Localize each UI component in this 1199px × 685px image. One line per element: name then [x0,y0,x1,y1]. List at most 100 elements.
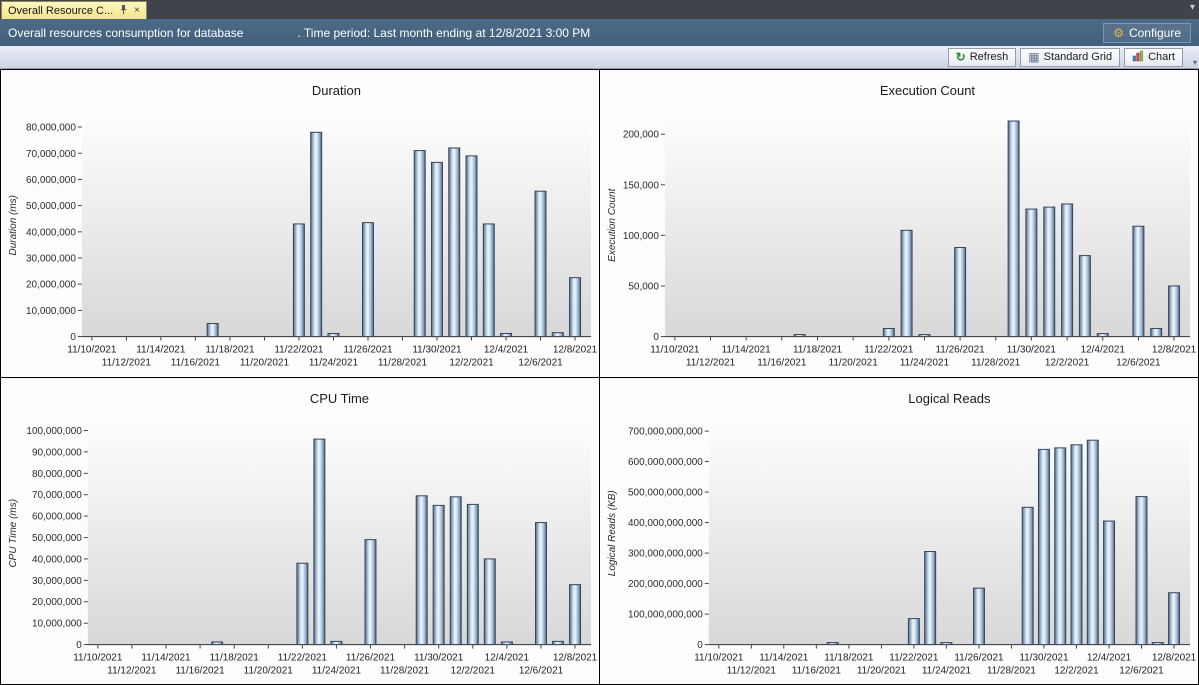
svg-text:100,000,000: 100,000,000 [26,426,82,437]
svg-text:50,000,000: 50,000,000 [26,201,76,212]
svg-text:Logical Reads (KB): Logical Reads (KB) [607,490,618,576]
svg-text:11/18/2021: 11/18/2021 [793,345,843,356]
svg-text:12/8/2021: 12/8/2021 [553,345,598,356]
svg-text:Execution Count: Execution Count [880,83,976,98]
svg-text:11/22/2021: 11/22/2021 [278,652,328,663]
svg-text:11/30/2021: 11/30/2021 [414,652,464,663]
svg-text:500,000,000,000: 500,000,000,000 [628,487,703,498]
svg-text:12/4/2021: 12/4/2021 [484,345,529,356]
svg-text:12/8/2021: 12/8/2021 [1152,345,1197,356]
svg-text:11/14/2021: 11/14/2021 [141,652,191,663]
duration-chart[interactable]: Duration Duration (ms) 0 10,000,000 20,000,0… [1,70,599,377]
svg-text:11/12/2021: 11/12/2021 [102,358,152,369]
svg-text:12/8/2021: 12/8/2021 [1152,652,1197,663]
svg-text:0: 0 [653,332,659,343]
svg-text:200,000: 200,000 [623,130,659,141]
svg-text:11/18/2021: 11/18/2021 [824,652,874,663]
refresh-icon: ↻ [955,50,966,64]
svg-text:12/6/2021: 12/6/2021 [518,358,563,369]
svg-text:11/28/2021: 11/28/2021 [380,665,430,676]
svg-text:CPU Time: CPU Time [310,390,369,405]
svg-text:11/20/2021: 11/20/2021 [829,358,879,369]
svg-text:11/26/2021: 11/26/2021 [936,345,986,356]
svg-text:70,000,000: 70,000,000 [32,490,82,501]
svg-text:11/20/2021: 11/20/2021 [857,665,907,676]
chart-panel-logical-reads: Logical Reads Logical Reads (KB) 0 100,000,… [600,377,1198,685]
svg-text:11/20/2021: 11/20/2021 [244,665,294,676]
svg-text:90,000,000: 90,000,000 [32,447,82,458]
svg-text:30,000,000: 30,000,000 [26,253,76,264]
charts-grid: Duration Duration (ms) 0 10,000,000 20,000,0… [0,69,1199,685]
svg-text:12/6/2021: 12/6/2021 [1119,665,1164,676]
svg-text:12/2/2021: 12/2/2021 [449,358,494,369]
close-icon[interactable]: × [134,4,140,16]
svg-text:12/8/2021: 12/8/2021 [553,652,598,663]
chart-panel-execution-count: Execution Count Execution Count 0 50,000 100… [600,70,1198,377]
svg-text:80,000,000: 80,000,000 [26,123,76,134]
svg-text:60,000,000: 60,000,000 [32,511,82,522]
chart-panel-cpu-time: CPU Time CPU Time (ms) 0 10,000,000 20,000,0… [1,377,599,685]
svg-text:11/14/2021: 11/14/2021 [722,345,772,356]
tab-title: Overall Resource C... [8,4,114,17]
svg-text:12/2/2021: 12/2/2021 [1045,358,1090,369]
svg-text:11/14/2021: 11/14/2021 [136,345,186,356]
tab-overall-resource-consumption[interactable]: Overall Resource C... × [1,1,147,19]
svg-text:11/24/2021: 11/24/2021 [309,358,359,369]
svg-text:12/2/2021: 12/2/2021 [1054,665,1099,676]
svg-text:11/12/2021: 11/12/2021 [107,665,157,676]
svg-text:11/16/2021: 11/16/2021 [175,665,225,676]
svg-text:0: 0 [697,640,703,651]
svg-text:11/14/2021: 11/14/2021 [759,652,809,663]
svg-text:600,000,000,000: 600,000,000,000 [628,457,703,468]
grid-icon: ▦ [1028,50,1040,64]
configure-gear-icon: ⚙ [1113,25,1124,40]
svg-text:12/4/2021: 12/4/2021 [1081,345,1126,356]
logical-reads-chart[interactable]: Logical Reads Logical Reads (KB) 0 100,000,… [600,377,1198,685]
pin-icon[interactable] [119,4,128,18]
svg-text:40,000,000: 40,000,000 [26,227,76,238]
svg-text:12/6/2021: 12/6/2021 [519,665,564,676]
svg-text:700,000,000,000: 700,000,000,000 [628,426,703,437]
svg-text:11/22/2021: 11/22/2021 [864,345,914,356]
svg-text:11/22/2021: 11/22/2021 [889,652,939,663]
svg-text:200,000,000,000: 200,000,000,000 [628,579,703,590]
svg-text:30,000,000: 30,000,000 [32,575,82,586]
execution-count-chart[interactable]: Execution Count Execution Count 0 50,000 100… [600,70,1198,377]
svg-text:100,000,000,000: 100,000,000,000 [628,609,703,620]
svg-text:11/30/2021: 11/30/2021 [1019,652,1069,663]
svg-text:80,000,000: 80,000,000 [32,468,82,479]
svg-text:11/18/2021: 11/18/2021 [210,652,260,663]
cpu-time-chart[interactable]: CPU Time CPU Time (ms) 0 10,000,000 20,000,0… [1,377,599,685]
toolbar: ↻ Refresh ▦ Standard Grid Chart ▾ [0,46,1199,69]
svg-text:11/10/2021: 11/10/2021 [73,652,123,663]
svg-text:50,000,000: 50,000,000 [32,533,82,544]
toolbar-overflow-icon[interactable]: ▾ [1192,58,1197,67]
svg-text:70,000,000: 70,000,000 [26,149,76,160]
svg-text:12/4/2021: 12/4/2021 [485,652,530,663]
configure-button[interactable]: ⚙ Configure [1103,22,1191,43]
svg-text:11/26/2021: 11/26/2021 [343,345,393,356]
chart-label: Chart [1148,51,1175,63]
chart-button[interactable]: Chart [1124,47,1183,67]
svg-text:100,000: 100,000 [623,231,659,242]
svg-text:12/6/2021: 12/6/2021 [1116,358,1161,369]
standard-grid-button[interactable]: ▦ Standard Grid [1020,47,1121,67]
refresh-button[interactable]: ↻ Refresh [947,47,1017,67]
svg-text:11/16/2021: 11/16/2021 [792,665,842,676]
svg-text:12/4/2021: 12/4/2021 [1087,652,1132,663]
header-text-after: . Time period: Last month ending at 12/8… [297,25,591,40]
svg-text:11/16/2021: 11/16/2021 [757,358,807,369]
svg-text:300,000,000,000: 300,000,000,000 [628,548,703,559]
tabstrip-dropdown-icon[interactable]: ▾ [1189,2,1195,13]
svg-text:CPU Time (ms): CPU Time (ms) [8,498,19,567]
standard-grid-label: Standard Grid [1043,51,1113,63]
svg-text:Duration: Duration [312,83,361,98]
svg-text:11/30/2021: 11/30/2021 [1007,345,1057,356]
svg-text:20,000,000: 20,000,000 [32,597,82,608]
svg-text:11/10/2021: 11/10/2021 [650,345,700,356]
svg-text:11/12/2021: 11/12/2021 [686,358,736,369]
svg-text:12/2/2021: 12/2/2021 [451,665,496,676]
svg-text:11/18/2021: 11/18/2021 [205,345,255,356]
svg-text:11/24/2021: 11/24/2021 [312,665,362,676]
